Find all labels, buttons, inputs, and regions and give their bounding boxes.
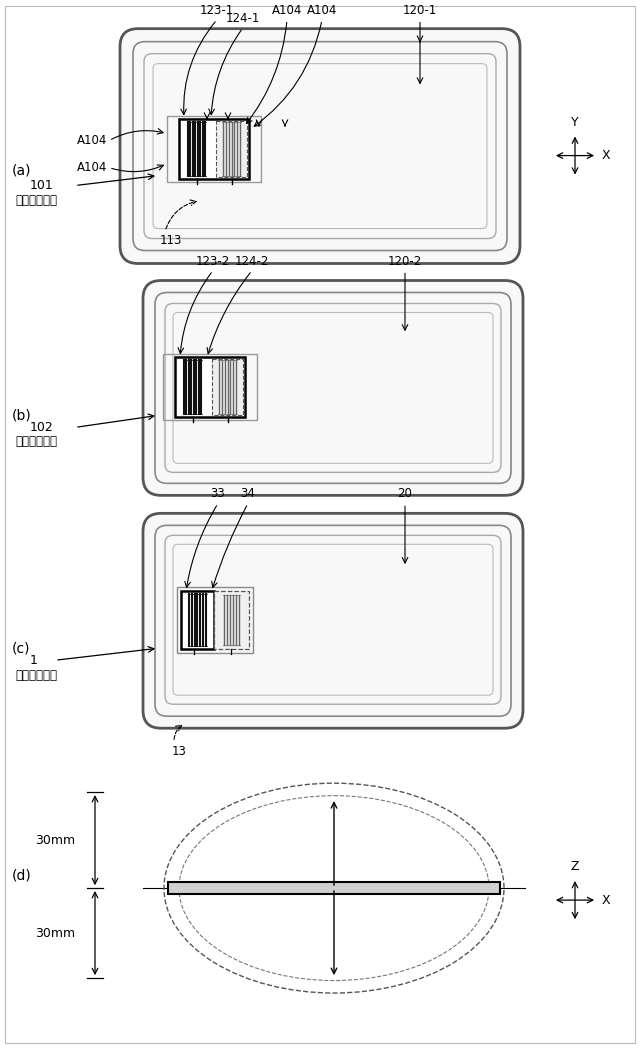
Text: （実施形態）: （実施形態） bbox=[15, 669, 57, 682]
Bar bbox=[175, 357, 245, 417]
Text: (a): (a) bbox=[12, 163, 31, 177]
Text: 30mm: 30mm bbox=[35, 833, 75, 847]
Text: 30mm: 30mm bbox=[35, 926, 75, 940]
Bar bbox=[216, 121, 247, 176]
FancyBboxPatch shape bbox=[143, 514, 523, 728]
Text: 33: 33 bbox=[211, 487, 225, 500]
Text: 113: 113 bbox=[160, 234, 182, 246]
Text: 1: 1 bbox=[30, 654, 38, 667]
Text: 124-1: 124-1 bbox=[226, 12, 260, 25]
Text: （従来例２）: （従来例２） bbox=[15, 435, 57, 447]
Text: (d): (d) bbox=[12, 868, 32, 882]
Text: 34: 34 bbox=[241, 487, 255, 500]
Text: 101: 101 bbox=[30, 179, 54, 192]
Bar bbox=[214, 591, 249, 650]
Text: 123-1: 123-1 bbox=[200, 4, 234, 17]
Bar bbox=[163, 354, 257, 420]
Bar bbox=[181, 591, 214, 650]
Text: 13: 13 bbox=[172, 745, 187, 758]
Text: (b): (b) bbox=[12, 409, 32, 422]
Text: Z: Z bbox=[571, 860, 579, 873]
Text: 124-2: 124-2 bbox=[235, 255, 269, 267]
Text: X: X bbox=[602, 894, 611, 907]
Bar bbox=[177, 587, 253, 653]
FancyBboxPatch shape bbox=[143, 281, 523, 496]
Text: A104: A104 bbox=[307, 4, 337, 17]
Text: 102: 102 bbox=[30, 421, 54, 434]
Text: （従来例１）: （従来例１） bbox=[15, 194, 57, 208]
Bar bbox=[212, 359, 243, 415]
Text: Y: Y bbox=[571, 115, 579, 129]
Bar bbox=[179, 118, 249, 178]
Text: A104: A104 bbox=[272, 4, 302, 17]
Bar bbox=[168, 882, 500, 894]
Text: (c): (c) bbox=[12, 641, 31, 655]
Bar bbox=[167, 115, 261, 181]
Text: X: X bbox=[602, 149, 611, 162]
Text: 20: 20 bbox=[397, 487, 412, 500]
Text: A104: A104 bbox=[77, 134, 107, 147]
Text: 120-1: 120-1 bbox=[403, 4, 437, 17]
Text: 123-2: 123-2 bbox=[196, 255, 230, 267]
FancyBboxPatch shape bbox=[120, 28, 520, 263]
Text: 120-2: 120-2 bbox=[388, 255, 422, 267]
Text: A104: A104 bbox=[77, 161, 107, 174]
